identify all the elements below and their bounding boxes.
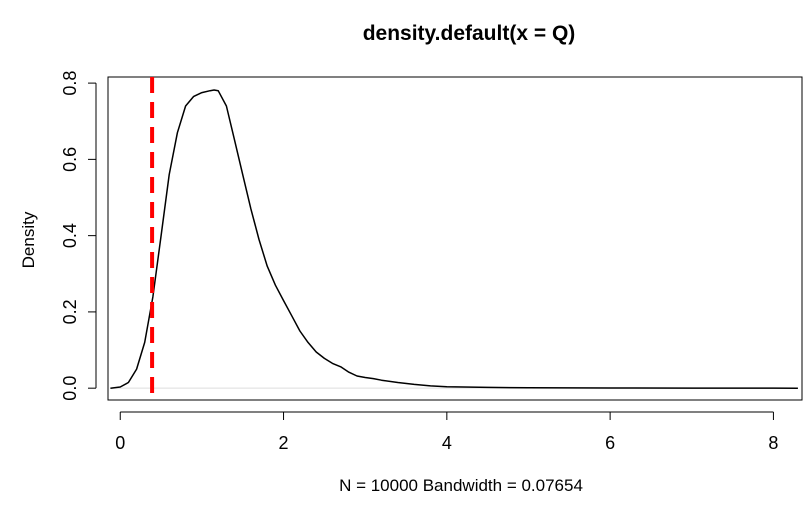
x-tick-label: 8 [768,433,778,453]
chart-title: density.default(x = Q) [363,22,576,45]
x-tick-label: 4 [442,433,452,453]
y-tick-label: 0.6 [60,147,80,172]
y-tick-label: 0.8 [60,71,80,96]
y-axis-label: Density [19,211,38,268]
x-tick-label: 2 [279,433,289,453]
plot-frame [107,76,803,401]
y-tick-label: 0.2 [60,299,80,324]
plot-layer [110,77,798,400]
axes-layer: 0 2 4 6 8 0.0 0.2 0.4 0.6 0.8 [60,71,778,453]
density-curve [110,89,798,389]
y-tick-label: 0.0 [60,376,80,401]
x-tick-label: 0 [115,433,125,453]
y-tick-label: 0.4 [60,223,80,248]
x-axis-label: N = 10000 Bandwidth = 0.07654 [339,476,583,495]
x-tick-label: 6 [605,433,615,453]
